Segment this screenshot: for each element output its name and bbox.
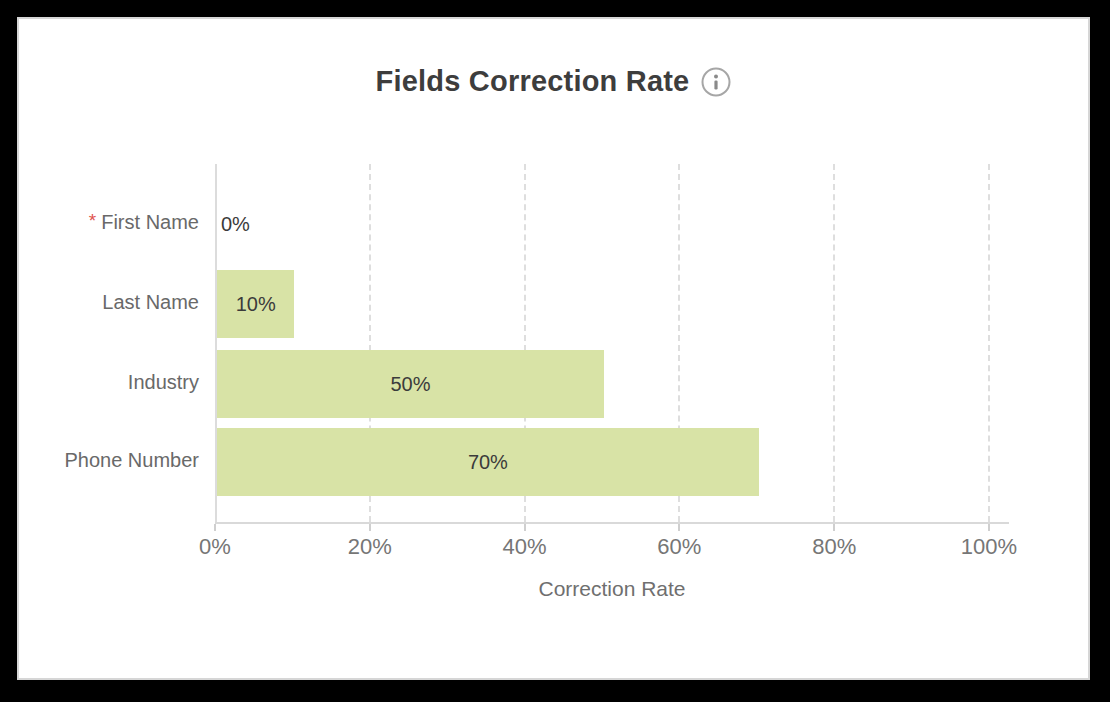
category-label-text: First Name (101, 211, 199, 233)
category-label: *First Name (19, 211, 199, 234)
axis-tick-label: 60% (629, 534, 729, 560)
bar-value-label: 70% (217, 428, 759, 496)
axis-tick (524, 524, 526, 531)
category-label: Phone Number (19, 449, 199, 472)
chart-card: Fields Correction Rate 0%20%40%60%80%100… (17, 17, 1090, 680)
bar-value-label: 10% (217, 270, 294, 338)
axis-tick (988, 524, 990, 531)
gridline (833, 164, 835, 522)
axis-tick (214, 524, 216, 531)
axis-tick-label: 100% (939, 534, 1039, 560)
axis-tick-label: 80% (784, 534, 884, 560)
bar-value-label: 50% (217, 350, 604, 418)
axis-tick-label: 20% (320, 534, 420, 560)
category-label: Industry (19, 371, 199, 394)
category-label-text: Last Name (102, 291, 199, 313)
x-axis-title: Correction Rate (462, 577, 762, 601)
axis-tick-label: 40% (475, 534, 575, 560)
axis-tick (833, 524, 835, 531)
x-axis-line (215, 522, 1009, 524)
gridline (988, 164, 990, 522)
category-label-text: Industry (128, 371, 199, 393)
category-label: Last Name (19, 291, 199, 314)
axis-tick (678, 524, 680, 531)
axis-tick (369, 524, 371, 531)
bar-value-label: 0% (221, 190, 250, 258)
required-asterisk: * (89, 210, 96, 231)
category-label-text: Phone Number (64, 449, 199, 471)
axis-tick-label: 0% (165, 534, 265, 560)
